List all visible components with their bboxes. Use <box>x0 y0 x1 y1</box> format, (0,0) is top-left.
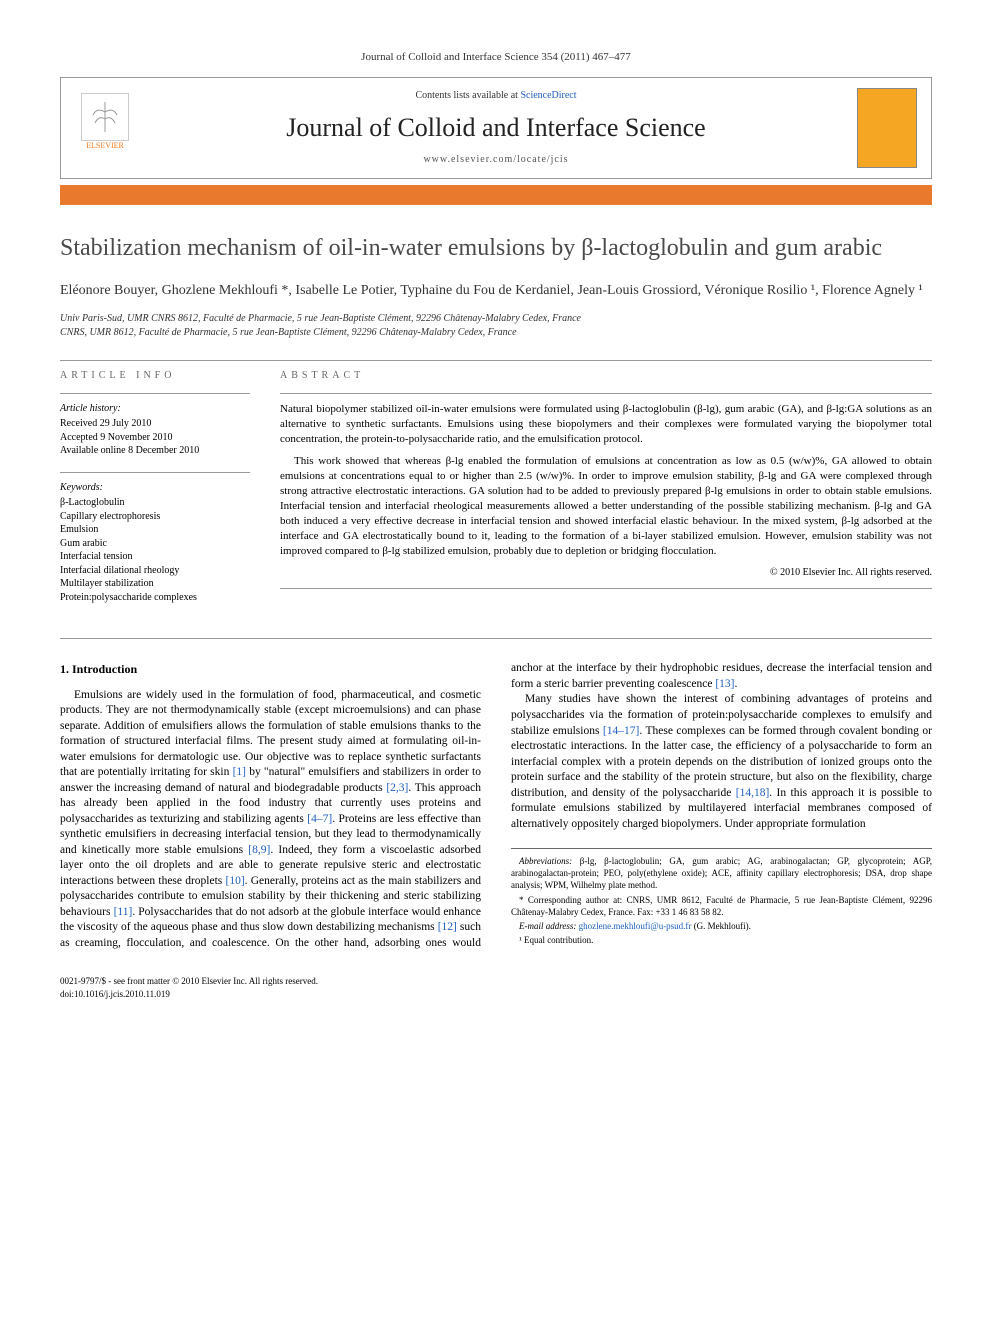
keyword: β-Lactoglobulin <box>60 496 250 510</box>
email-link[interactable]: ghozlene.mekhloufi@u-psud.fr <box>579 921 692 931</box>
footer-left: 0021-9797/$ - see front matter © 2010 El… <box>60 975 318 999</box>
journal-url[interactable]: www.elsevier.com/locate/jcis <box>135 153 857 167</box>
publisher-label: ELSEVIER <box>86 141 124 152</box>
body-text: ble emulsions <box>177 844 248 856</box>
author-list: Eléonore Bouyer, Ghozlene Mekhloufi *, I… <box>60 281 932 301</box>
divider <box>60 638 932 639</box>
affiliation-line: CNRS, UMR 8612, Faculté de Pharmacie, 5 … <box>60 326 932 340</box>
sciencedirect-link[interactable]: ScienceDirect <box>520 90 576 101</box>
body-two-column: 1. Introduction Emulsions are widely use… <box>60 661 932 951</box>
abstract-label: ABSTRACT <box>280 369 932 383</box>
keyword: Capillary electrophoresis <box>60 510 250 524</box>
divider <box>280 393 932 394</box>
abstract-paragraph: This work showed that whereas β-lg enabl… <box>280 454 932 558</box>
email-footnote: E-mail address: ghozlene.mekhloufi@u-psu… <box>511 920 932 932</box>
corresponding-author-footnote: * Corresponding author at: CNRS, UMR 861… <box>511 894 932 918</box>
divider <box>60 393 250 394</box>
abbreviations-footnote: Abbreviations: β-lg, β-lactoglobulin; GA… <box>511 855 932 891</box>
body-text: Emulsions are widely used in the formula… <box>60 689 481 779</box>
keyword: Emulsion <box>60 523 250 537</box>
abstract-paragraph: Natural biopolymer stabilized oil-in-wat… <box>280 402 932 447</box>
abbrev-text: β-lg, β-lactoglobulin; GA, gum arabic; A… <box>511 856 932 890</box>
abstract-column: ABSTRACT Natural biopolymer stabilized o… <box>280 369 932 618</box>
doi-line: doi:10.1016/j.jcis.2010.11.019 <box>60 988 318 1000</box>
keywords-heading: Keywords: <box>60 481 250 495</box>
affiliation-line: Univ Paris-Sud, UMR CNRS 8612, Faculté d… <box>60 312 932 326</box>
journal-reference: Journal of Colloid and Interface Science… <box>60 50 932 65</box>
citation-link[interactable]: [14,18] <box>736 787 770 799</box>
keyword: Gum arabic <box>60 537 250 551</box>
divider <box>60 472 250 473</box>
journal-header: ELSEVIER Contents lists available at Sci… <box>60 77 932 179</box>
citation-link[interactable]: [13] <box>715 678 734 690</box>
equal-contribution-footnote: ¹ Equal contribution. <box>511 934 932 946</box>
citation-link[interactable]: [10] <box>225 875 244 887</box>
citation-link[interactable]: [8,9] <box>248 844 270 856</box>
email-label: E-mail address: <box>519 921 579 931</box>
history-heading: Article history: <box>60 402 250 416</box>
citation-link[interactable]: [2,3] <box>386 782 408 794</box>
page-footer: 0021-9797/$ - see front matter © 2010 El… <box>60 975 932 999</box>
journal-cover-thumbnail <box>857 88 917 168</box>
body-paragraph: Many studies have shown the interest of … <box>511 692 932 832</box>
citation-link[interactable]: [14–17] <box>603 725 639 737</box>
history-line: Received 29 July 2010 <box>60 417 250 431</box>
article-title: Stabilization mechanism of oil-in-water … <box>60 233 932 263</box>
history-line: Accepted 9 November 2010 <box>60 431 250 445</box>
abbrev-label: Abbreviations: <box>519 856 572 866</box>
article-info-column: ARTICLE INFO Article history: Received 2… <box>60 369 250 618</box>
elsevier-tree-icon <box>81 93 129 141</box>
history-line: Available online 8 December 2010 <box>60 444 250 458</box>
divider <box>280 588 932 589</box>
keyword: Protein:polysaccharide complexes <box>60 591 250 605</box>
citation-link[interactable]: [11] <box>114 906 133 918</box>
footnote-block: Abbreviations: β-lg, β-lactoglobulin; GA… <box>511 848 932 946</box>
contents-prefix: Contents lists available at <box>415 90 520 101</box>
keyword: Interfacial tension <box>60 550 250 564</box>
abstract-copyright: © 2010 Elsevier Inc. All rights reserved… <box>280 566 932 580</box>
citation-link[interactable]: [12] <box>438 921 457 933</box>
citation-link[interactable]: [1] <box>233 766 246 778</box>
keyword: Multilayer stabilization <box>60 577 250 591</box>
orange-divider-bar <box>60 185 932 205</box>
journal-name: Journal of Colloid and Interface Science <box>135 110 857 145</box>
elsevier-logo: ELSEVIER <box>75 93 135 163</box>
article-info-label: ARTICLE INFO <box>60 369 250 383</box>
affiliations: Univ Paris-Sud, UMR CNRS 8612, Faculté d… <box>60 312 932 340</box>
front-matter-line: 0021-9797/$ - see front matter © 2010 El… <box>60 975 318 987</box>
divider <box>60 360 932 361</box>
email-suffix: (G. Mekhloufi). <box>691 921 751 931</box>
contents-line: Contents lists available at ScienceDirec… <box>135 89 857 103</box>
keyword: Interfacial dilational rheology <box>60 564 250 578</box>
citation-link[interactable]: [4–7] <box>307 813 332 825</box>
body-text: . <box>735 678 738 690</box>
section-heading: 1. Introduction <box>60 661 481 677</box>
